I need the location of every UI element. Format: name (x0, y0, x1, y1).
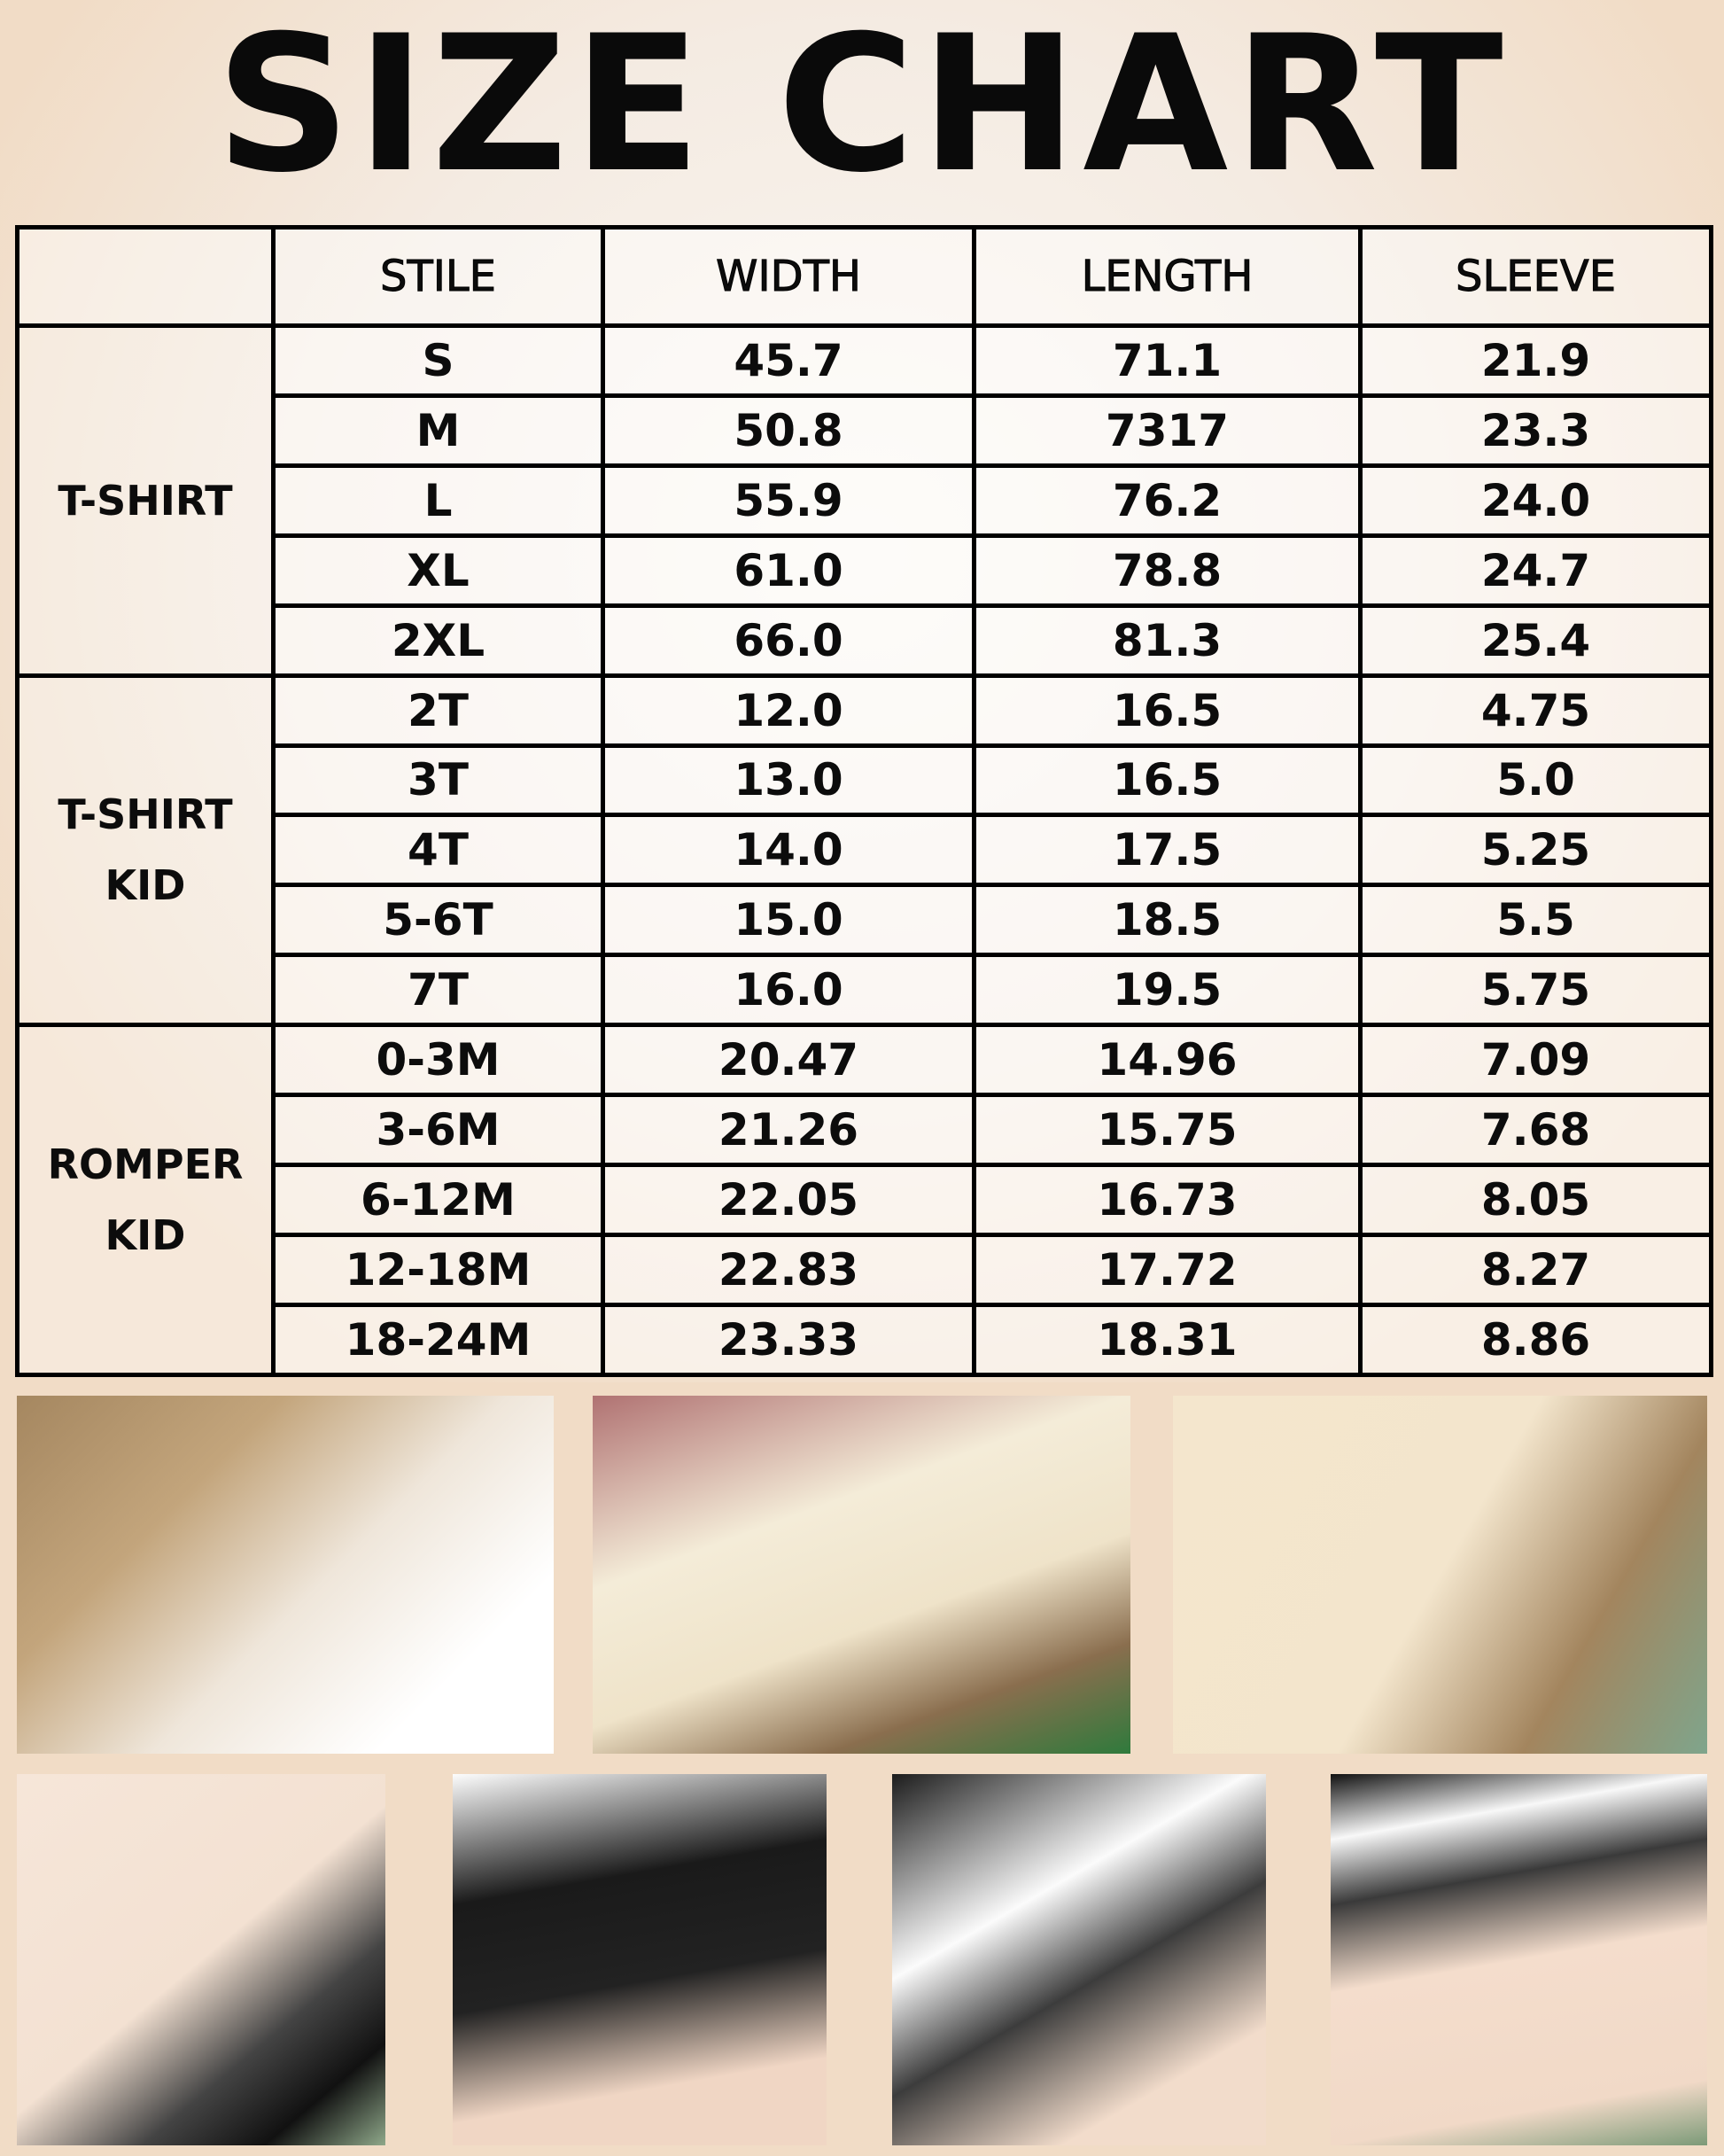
header-width: WIDTH (601, 225, 976, 328)
product-photo-eucalyptus-3 (892, 1774, 1266, 2145)
header-row: STILE WIDTH LENGTH SLEEVE (15, 225, 1713, 328)
table-row: ROMPER KID 0-3M 20.47 14.96 7.09 (15, 1023, 1713, 1377)
width-cell: 45.7 (601, 323, 976, 398)
table-row: XL 61.0 78.8 24.7 (18, 533, 1713, 608)
size-cell: 6-12M (271, 1163, 605, 1237)
length-cell: 76.2 (972, 463, 1363, 538)
group-label-line: KID (105, 1211, 186, 1260)
size-cell: 0-3M (271, 1023, 605, 1098)
size-cell: 3T (271, 743, 605, 818)
table-row: 18-24M 23.33 18.31 8.86 (18, 1302, 1713, 1378)
width-cell: 20.47 (601, 1023, 976, 1098)
length-cell: 18.5 (972, 883, 1363, 958)
table-row: 2XL 66.0 81.3 25.4 (18, 603, 1713, 678)
length-cell: 17.72 (972, 1232, 1363, 1307)
product-photo-cream-shirt (1173, 1396, 1707, 1754)
length-cell: 16.5 (972, 673, 1363, 748)
length-cell: 7317 (972, 393, 1363, 468)
sleeve-cell: 8.05 (1358, 1163, 1713, 1237)
sleeve-cell: 7.09 (1358, 1023, 1713, 1098)
sleeve-cell: 5.25 (1358, 813, 1713, 888)
sleeve-cell: 7.68 (1358, 1093, 1713, 1168)
sleeve-cell: 21.9 (1358, 323, 1713, 398)
length-cell: 18.31 (972, 1302, 1363, 1378)
table-row: L 55.9 76.2 24.0 (18, 463, 1713, 538)
header-sleeve: SLEEVE (1358, 225, 1713, 328)
width-cell: 22.05 (601, 1163, 976, 1237)
width-cell: 16.0 (601, 953, 976, 1028)
header-cell-empty (15, 225, 276, 328)
size-cell: XL (271, 533, 605, 608)
table-row: T-SHIRT KID 2T 12.0 16.5 4.75 (15, 673, 1713, 1028)
width-cell: 55.9 (601, 463, 976, 538)
length-cell: 16.73 (972, 1163, 1363, 1237)
length-cell: 16.5 (972, 743, 1363, 818)
size-cell: S (271, 323, 605, 398)
width-cell: 21.26 (601, 1093, 976, 1168)
product-photo-eucalyptus-1 (17, 1774, 385, 2145)
width-cell: 15.0 (601, 883, 976, 958)
width-cell: 50.8 (601, 393, 976, 468)
sleeve-cell: 5.75 (1358, 953, 1713, 1028)
size-cell: 2XL (271, 603, 605, 678)
product-photo-rainbow (17, 1396, 554, 1754)
length-cell: 71.1 (972, 323, 1363, 398)
product-photo-eucalyptus-4 (1331, 1774, 1707, 2145)
size-cell: 7T (271, 953, 605, 1028)
size-cell: 18-24M (271, 1302, 605, 1378)
group-label: T-SHIRT (15, 323, 276, 678)
product-photo-eucalyptus-2 (453, 1774, 827, 2145)
product-photo-rompers (593, 1396, 1130, 1754)
length-cell: 14.96 (972, 1023, 1363, 1098)
width-cell: 66.0 (601, 603, 976, 678)
width-cell: 13.0 (601, 743, 976, 818)
table-row: 3T 13.0 16.5 5.0 (18, 743, 1713, 818)
header-length: LENGTH (972, 225, 1363, 328)
table-row: 12-18M 22.83 17.72 8.27 (18, 1232, 1713, 1307)
width-cell: 14.0 (601, 813, 976, 888)
length-cell: 78.8 (972, 533, 1363, 608)
width-cell: 22.83 (601, 1232, 976, 1307)
length-cell: 81.3 (972, 603, 1363, 678)
size-cell: 12-18M (271, 1232, 605, 1307)
size-cell: 3-6M (271, 1093, 605, 1168)
sleeve-cell: 8.27 (1358, 1232, 1713, 1307)
group-label-line: T-SHIRT (58, 790, 233, 839)
group-label: T-SHIRT KID (15, 673, 276, 1028)
size-cell: L (271, 463, 605, 538)
table-body: T-SHIRT S 45.7 71.1 21.9 M 50.8 7317 23.3 L 55.9 76… (15, 323, 1713, 1378)
sleeve-cell: 8.86 (1358, 1302, 1713, 1378)
table-row: 7T 16.0 19.5 5.75 (18, 953, 1713, 1028)
sleeve-cell: 5.0 (1358, 743, 1713, 818)
table-row: 6-12M 22.05 16.73 8.05 (18, 1163, 1713, 1237)
size-cell: 5-6T (271, 883, 605, 958)
page-title: SIZE CHART (215, 0, 1509, 214)
sleeve-cell: 25.4 (1358, 603, 1713, 678)
width-cell: 12.0 (601, 673, 976, 748)
size-cell: M (271, 393, 605, 468)
sleeve-cell: 24.7 (1358, 533, 1713, 608)
length-cell: 17.5 (972, 813, 1363, 888)
group-label-line: ROMPER (47, 1140, 244, 1189)
table-row: M 50.8 7317 23.3 (18, 393, 1713, 468)
length-cell: 19.5 (972, 953, 1363, 1028)
table-row: 5-6T 15.0 18.5 5.5 (18, 883, 1713, 958)
size-cell: 2T (271, 673, 605, 748)
sleeve-cell: 24.0 (1358, 463, 1713, 538)
header-stile: STILE (271, 225, 605, 328)
sleeve-cell: 4.75 (1358, 673, 1713, 748)
length-cell: 15.75 (972, 1093, 1363, 1168)
sleeve-cell: 5.5 (1358, 883, 1713, 958)
width-cell: 23.33 (601, 1302, 976, 1378)
group-label: ROMPER KID (15, 1023, 276, 1377)
size-chart-table: STILE WIDTH LENGTH SLEEVE T-SHIRT S 45.7 71… (15, 225, 1713, 1378)
table-row: T-SHIRT S 45.7 71.1 21.9 (15, 323, 1713, 678)
group-label-line: KID (105, 861, 186, 910)
table-row: 4T 14.0 17.5 5.25 (18, 813, 1713, 888)
size-cell: 4T (271, 813, 605, 888)
sleeve-cell: 23.3 (1358, 393, 1713, 468)
group-label-line: T-SHIRT (58, 476, 233, 525)
table-row: 3-6M 21.26 15.75 7.68 (18, 1093, 1713, 1168)
width-cell: 61.0 (601, 533, 976, 608)
